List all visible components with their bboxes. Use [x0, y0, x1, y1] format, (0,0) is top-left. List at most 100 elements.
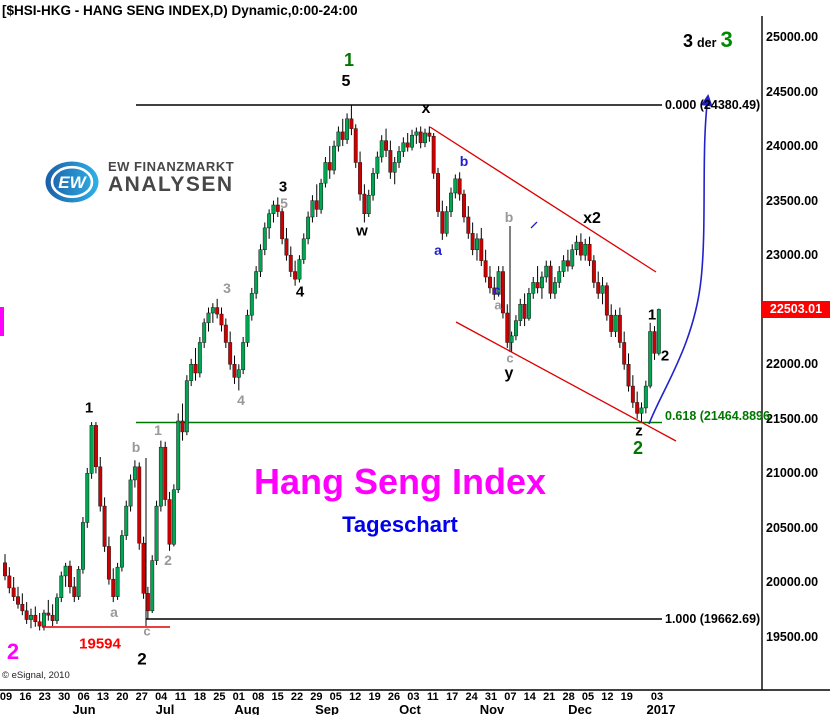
- candle: [176, 413, 181, 493]
- candle-body-up: [236, 369, 241, 378]
- candle: [16, 586, 20, 609]
- candle-body-down: [492, 287, 497, 295]
- candle: [72, 576, 77, 603]
- candle-body-up: [518, 304, 523, 321]
- candle: [371, 167, 376, 201]
- candle: [405, 132, 410, 152]
- chart-title: [$HSI-HKG - HANG SENG INDEX,D) Dynamic,0…: [2, 3, 358, 18]
- candle-body-down: [626, 364, 631, 387]
- candle: [193, 347, 198, 381]
- x-axis-day: 05: [581, 691, 595, 703]
- wave-label: 2: [632, 438, 644, 458]
- candle-body-down: [609, 314, 614, 332]
- candle: [167, 491, 172, 551]
- candle-body-down: [72, 586, 77, 597]
- ew-logo: EW: [45, 161, 99, 203]
- candle-body-down: [501, 271, 505, 314]
- candle-body-down: [68, 565, 72, 588]
- candle-body-up: [496, 271, 501, 295]
- x-axis-day: 22: [290, 691, 304, 703]
- candle: [197, 336, 202, 378]
- logo-line2: ANALYSEN: [108, 172, 234, 196]
- wave-label: x2: [583, 210, 601, 227]
- x-axis-day: 13: [96, 691, 110, 703]
- x-axis-month: Jul: [155, 702, 175, 715]
- candle-body-up: [124, 505, 129, 536]
- wave-label: 5: [280, 195, 288, 211]
- y-axis-label: 20000.00: [766, 575, 819, 590]
- candle-body-up: [526, 293, 531, 319]
- candle: [622, 331, 627, 370]
- candle: [375, 151, 380, 179]
- candle: [492, 276, 497, 300]
- candle-body-up: [552, 282, 557, 294]
- candle: [141, 536, 146, 599]
- candle-body-up: [254, 271, 259, 294]
- candle-body-down: [535, 282, 540, 289]
- candle: [76, 566, 81, 600]
- candle-body-up: [444, 211, 449, 234]
- chart-subheadline: Tageschart: [342, 512, 458, 537]
- candle: [24, 602, 29, 624]
- candle-body-down: [137, 466, 142, 544]
- candle-body-down: [7, 575, 12, 589]
- candle-body-up: [176, 420, 181, 490]
- candle-body-up: [323, 162, 328, 184]
- x-axis-day: 26: [387, 691, 401, 703]
- candle-body-down: [596, 282, 601, 294]
- candle-body-down: [219, 313, 224, 326]
- candle: [215, 298, 220, 319]
- candle-body-down: [314, 200, 319, 210]
- candle: [223, 318, 228, 348]
- candle: [241, 336, 246, 375]
- candle: [656, 308, 661, 356]
- candle-body-up: [561, 260, 566, 272]
- candle: [366, 189, 371, 217]
- chart-headline: Hang Seng Index: [253, 461, 547, 502]
- channel-lower: [455, 321, 677, 442]
- candle: [470, 222, 475, 256]
- candle-body-up: [189, 364, 194, 381]
- x-axis-month: Oct: [399, 702, 421, 715]
- candle-body-down: [470, 233, 475, 250]
- candle-body-down: [327, 162, 332, 171]
- candle-body-up: [332, 145, 337, 171]
- candle-body-down: [284, 238, 289, 256]
- x-axis-day: 18: [193, 691, 207, 703]
- candle-body-down: [405, 142, 410, 148]
- x-axis-day: 03: [650, 691, 664, 703]
- x-axis-day: 07: [504, 691, 517, 703]
- candle-body-up: [115, 566, 120, 597]
- candle: [297, 255, 302, 283]
- candle-body-up: [544, 265, 549, 278]
- candle-body-down: [384, 140, 388, 151]
- candle: [379, 135, 384, 163]
- candle-body-down: [462, 193, 466, 218]
- candle: [306, 211, 311, 245]
- candle: [358, 151, 363, 201]
- x-axis-day: 19: [368, 691, 381, 703]
- candle: [600, 276, 605, 305]
- candle-body-up: [119, 535, 124, 568]
- wave-label: 5: [341, 73, 351, 90]
- candle-body-down: [167, 499, 172, 545]
- candle-body-up: [29, 614, 33, 620]
- last-price-badge: 22503.01: [762, 300, 830, 318]
- candle: [548, 260, 553, 299]
- candle-body-up: [509, 335, 514, 343]
- x-axis-day: 08: [252, 691, 265, 703]
- wave-label: 19594: [79, 635, 121, 653]
- candle: [518, 298, 523, 327]
- candle: [630, 375, 635, 408]
- candle-body-down: [145, 593, 150, 612]
- candle-body-up: [414, 131, 419, 136]
- candle-body-down: [228, 342, 233, 365]
- candle-body-up: [85, 473, 90, 523]
- candle-body-down: [293, 271, 298, 280]
- candle: [440, 200, 445, 240]
- candle: [414, 127, 419, 144]
- candle-body-down: [505, 312, 510, 343]
- candle: [345, 113, 350, 144]
